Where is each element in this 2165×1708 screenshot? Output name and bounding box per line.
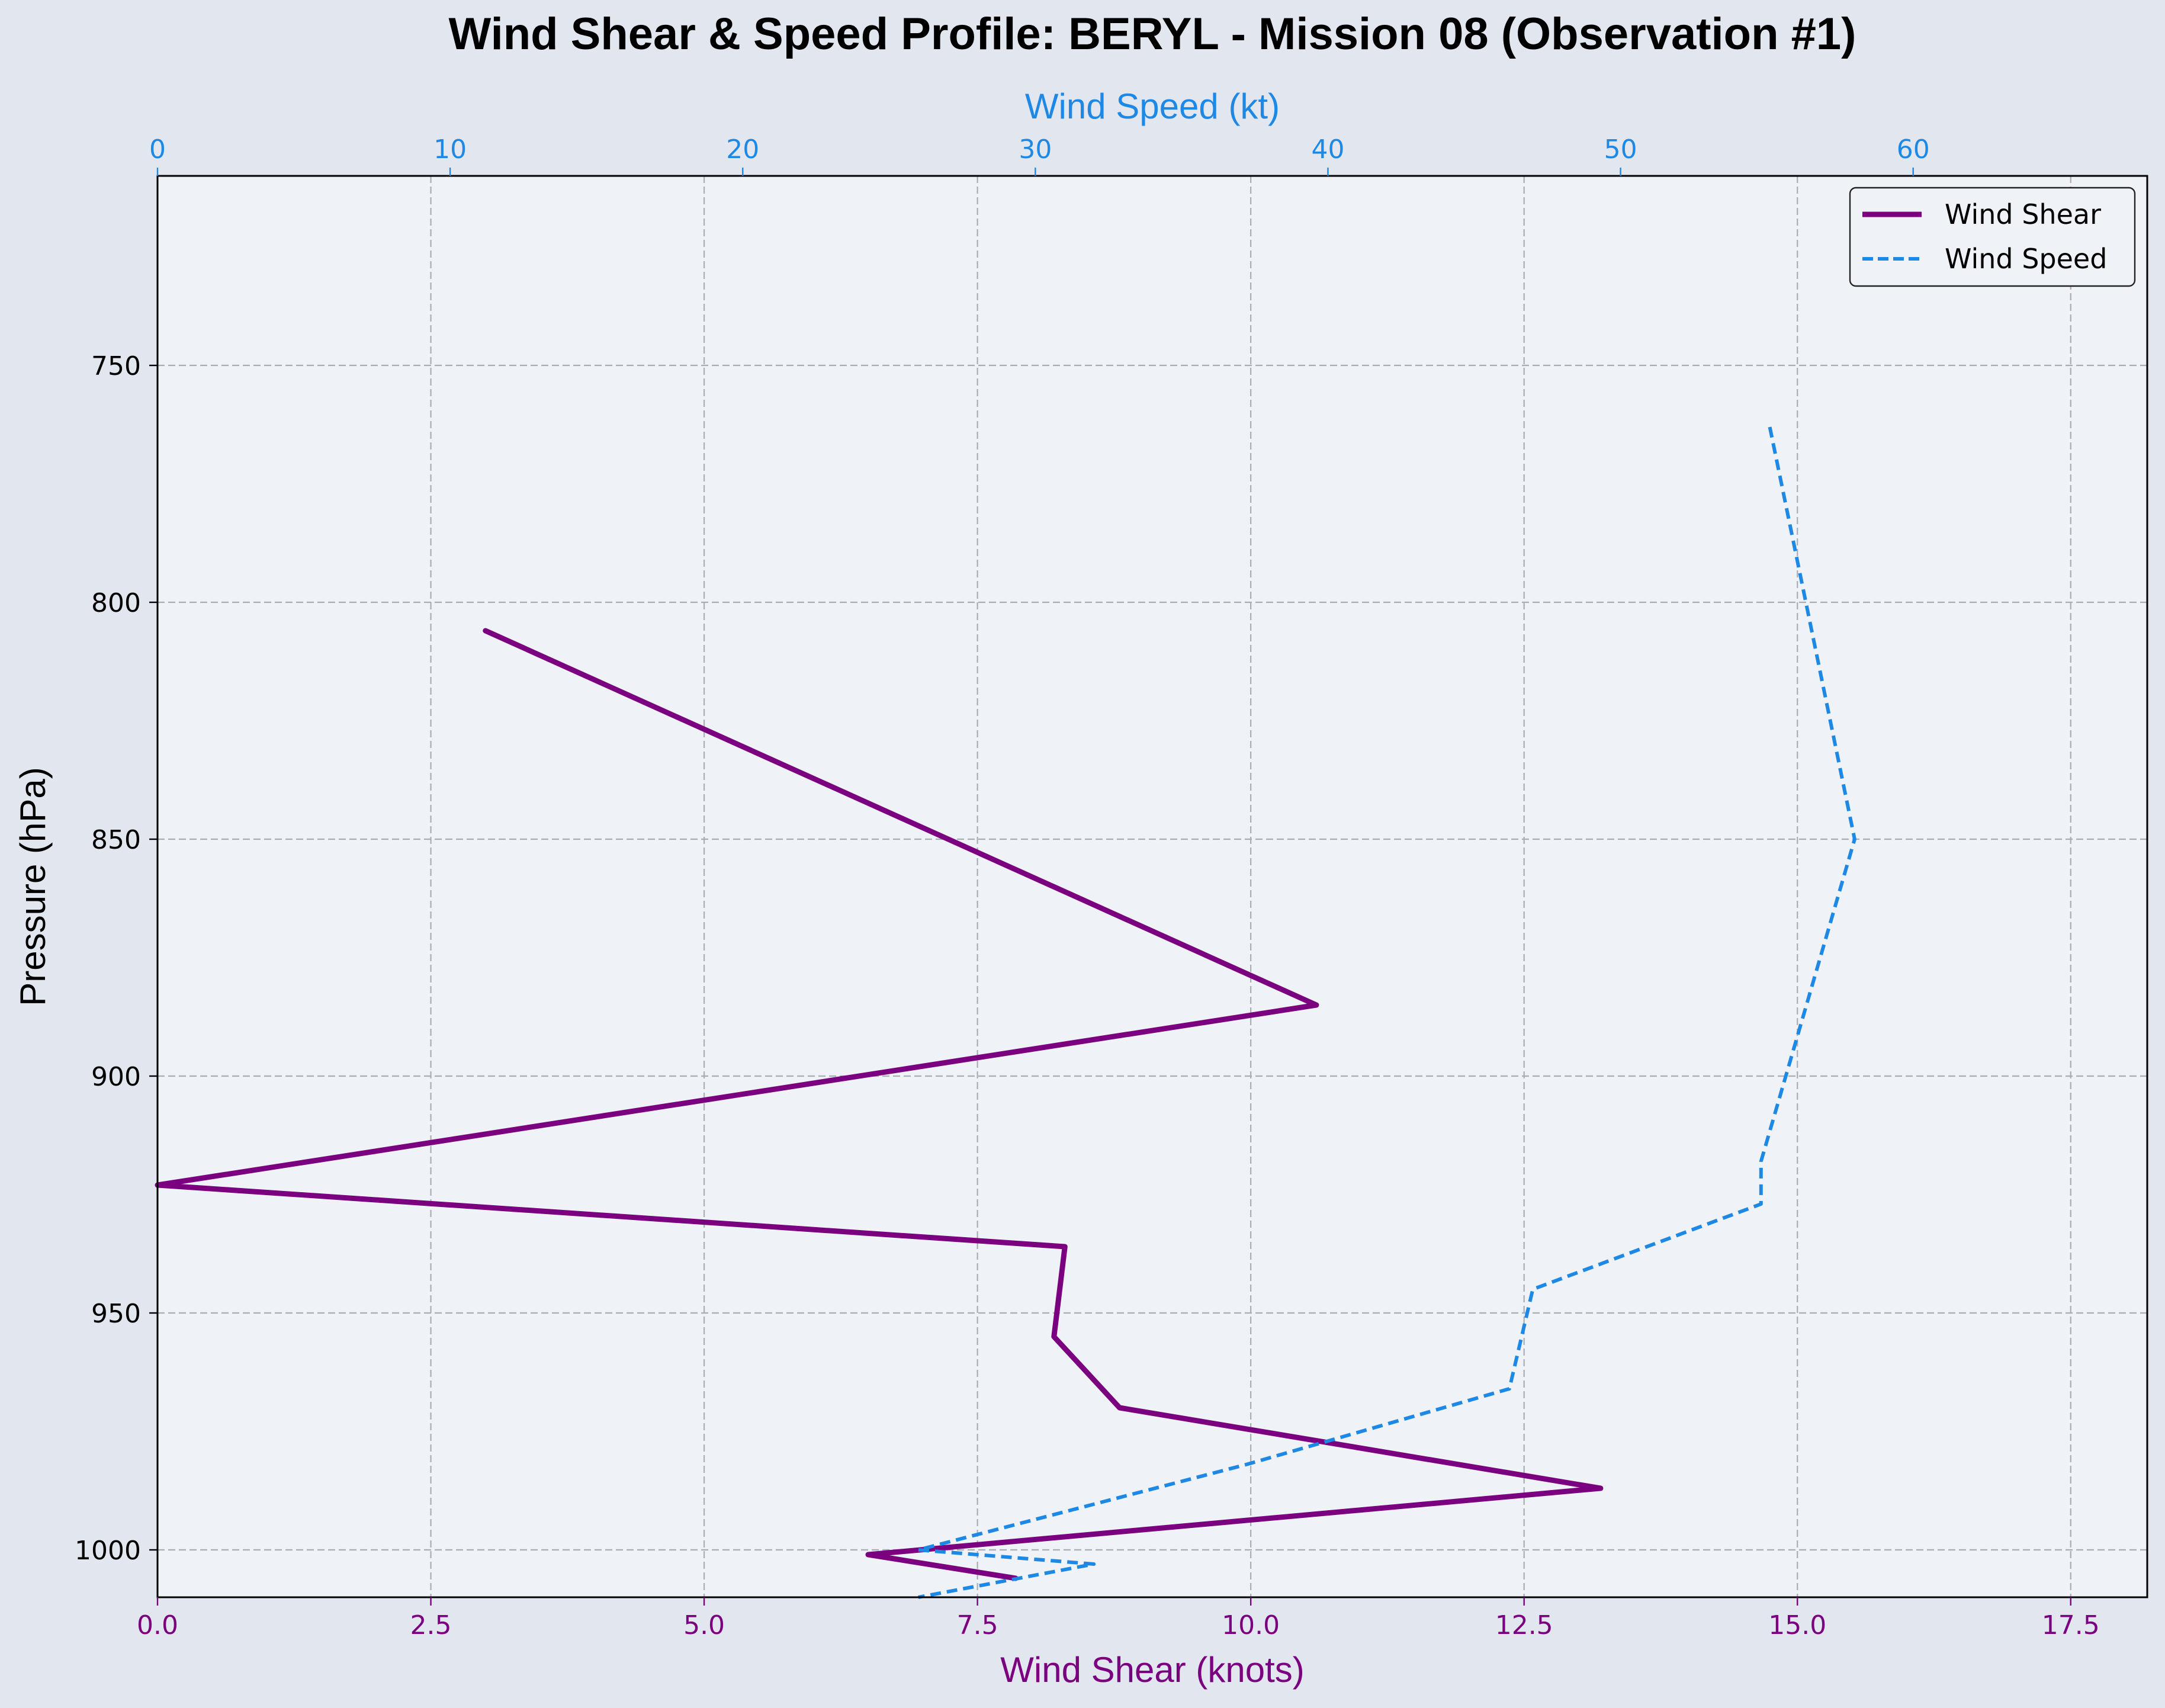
chart-title: Wind Shear & Speed Profile: BERYL - Miss… (449, 9, 1856, 59)
plot-frame (156, 175, 2148, 1598)
x-bottom-tick-label: 2.5 (410, 1610, 452, 1640)
series-layer (155, 426, 1856, 1599)
x-top-tick-label: 50 (1604, 134, 1637, 165)
y-tick-label: 900 (91, 1062, 141, 1092)
x-bottom-tick-label: 0.0 (137, 1610, 178, 1640)
y-tick-label: 800 (91, 588, 141, 618)
x-top-tick-label: 10 (433, 134, 467, 165)
y-tick-label: 1000 (75, 1536, 141, 1566)
x-bottom-tick-label: 12.5 (1495, 1610, 1553, 1640)
grid (158, 176, 2147, 1597)
legend-label-wind-speed: Wind Speed (1945, 243, 2107, 275)
y-tick-label: 750 (91, 351, 141, 381)
x-top-tick-label: 40 (1311, 134, 1344, 165)
x-top-tick-label: 0 (149, 134, 166, 165)
y-axis-label: Pressure (hPa) (13, 767, 53, 1006)
x-top-tick-label: 30 (1019, 134, 1052, 165)
y-tick-label: 950 (91, 1299, 141, 1329)
x-top-axis-label: Wind Speed (kt) (1025, 86, 1280, 126)
x-top-tick-label: 20 (726, 134, 759, 165)
x-top-tick-label: 60 (1897, 134, 1930, 165)
x-bottom-tick-label: 15.0 (1768, 1610, 1826, 1640)
x-bottom-axis-label: Wind Shear (knots) (1000, 1650, 1305, 1690)
legend-label-wind-shear: Wind Shear (1945, 198, 2101, 230)
x-bottom-tick-label: 5.0 (683, 1610, 725, 1640)
y-tick-label: 850 (91, 825, 141, 855)
series-line-wind-speed (916, 426, 1856, 1599)
x-bottom-tick-label: 17.5 (2042, 1610, 2100, 1640)
ticks: 0.0 2.5 5.0 7.5 10.0 12.5 15.0 17.5 0 10 20 30 40 50 6… (75, 134, 2100, 1640)
x-bottom-tick-label: 10.0 (1222, 1610, 1280, 1640)
series-line-wind-shear (155, 628, 1604, 1581)
plot-area (158, 176, 2147, 1597)
x-bottom-tick-label: 7.5 (957, 1610, 998, 1640)
legend: Wind Shear Wind Speed (1849, 187, 2136, 287)
